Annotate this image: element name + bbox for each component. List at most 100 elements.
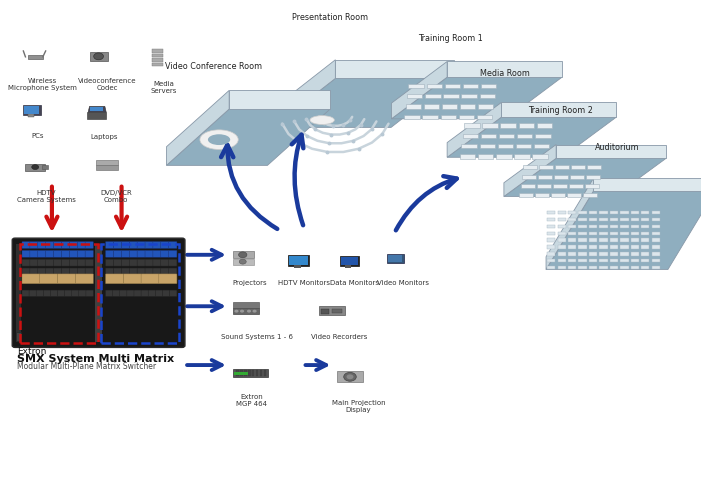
Bar	[252, 370, 254, 376]
Bar	[620, 211, 629, 215]
FancyBboxPatch shape	[53, 268, 62, 275]
Circle shape	[234, 310, 238, 313]
Bar	[264, 370, 266, 376]
Bar	[620, 231, 629, 235]
Bar	[101, 244, 179, 343]
FancyBboxPatch shape	[38, 259, 46, 266]
Bar	[233, 308, 259, 314]
Text: Wireless
Microphone System: Wireless Microphone System	[8, 78, 77, 92]
Polygon shape	[556, 145, 666, 158]
Bar	[557, 231, 566, 235]
FancyBboxPatch shape	[153, 259, 161, 266]
Bar	[651, 218, 660, 221]
Bar	[461, 94, 477, 98]
Bar	[151, 63, 163, 66]
Bar	[240, 370, 243, 376]
FancyBboxPatch shape	[22, 268, 30, 275]
Text: SMX System Multi Matrix: SMX System Multi Matrix	[17, 354, 175, 364]
FancyBboxPatch shape	[77, 259, 86, 266]
Bar	[521, 184, 535, 188]
FancyBboxPatch shape	[129, 259, 137, 266]
Bar	[481, 84, 496, 88]
Bar	[499, 134, 515, 138]
FancyBboxPatch shape	[69, 250, 78, 257]
Bar	[599, 231, 608, 235]
Text: Modular Multi-Plane Matrix Switcher: Modular Multi-Plane Matrix Switcher	[17, 362, 156, 371]
Bar	[568, 259, 576, 263]
Bar	[555, 165, 569, 169]
FancyBboxPatch shape	[46, 250, 54, 257]
Bar	[610, 252, 618, 256]
Text: HDTV
Camera Systems: HDTV Camera Systems	[17, 190, 76, 203]
Bar	[557, 211, 566, 215]
Bar	[458, 115, 474, 119]
Bar	[233, 259, 254, 265]
Bar	[557, 224, 566, 228]
Bar	[423, 115, 437, 119]
Bar	[95, 244, 102, 342]
Bar	[641, 218, 649, 221]
FancyBboxPatch shape	[161, 242, 169, 248]
Bar	[536, 193, 549, 197]
Ellipse shape	[310, 116, 334, 124]
Bar	[259, 370, 262, 376]
Polygon shape	[391, 61, 447, 119]
Bar	[540, 165, 553, 169]
Bar	[547, 252, 555, 256]
Circle shape	[240, 310, 244, 313]
Circle shape	[239, 259, 246, 264]
FancyBboxPatch shape	[141, 274, 159, 284]
FancyBboxPatch shape	[114, 259, 122, 266]
Bar	[478, 104, 494, 109]
Text: Extron
MGP 464: Extron MGP 464	[236, 394, 267, 407]
Bar	[151, 58, 163, 62]
Bar	[547, 224, 555, 228]
Bar	[294, 265, 301, 268]
Bar	[620, 252, 629, 256]
Bar	[641, 266, 649, 270]
FancyBboxPatch shape	[169, 268, 177, 275]
FancyBboxPatch shape	[106, 274, 123, 284]
FancyBboxPatch shape	[12, 238, 185, 347]
FancyBboxPatch shape	[114, 242, 122, 248]
Ellipse shape	[200, 130, 238, 149]
Bar	[290, 256, 308, 265]
Bar	[578, 224, 587, 228]
Bar	[552, 184, 566, 188]
FancyBboxPatch shape	[85, 242, 93, 248]
FancyBboxPatch shape	[145, 242, 154, 248]
FancyBboxPatch shape	[129, 250, 137, 257]
Bar	[536, 134, 550, 138]
Bar	[599, 266, 608, 270]
Polygon shape	[546, 191, 701, 270]
FancyBboxPatch shape	[40, 274, 58, 284]
Circle shape	[247, 310, 251, 313]
FancyBboxPatch shape	[77, 250, 86, 257]
Bar	[96, 160, 118, 165]
Bar	[589, 259, 597, 263]
Bar	[460, 154, 475, 159]
Ellipse shape	[208, 134, 230, 145]
FancyBboxPatch shape	[85, 259, 93, 266]
Bar	[578, 252, 587, 256]
Bar	[589, 266, 597, 270]
FancyBboxPatch shape	[145, 250, 154, 257]
Bar	[589, 238, 597, 242]
Text: Sound Systems 1 - 6: Sound Systems 1 - 6	[221, 334, 293, 340]
FancyBboxPatch shape	[129, 242, 137, 248]
Bar	[631, 259, 639, 263]
Bar	[524, 165, 538, 169]
FancyBboxPatch shape	[169, 250, 177, 257]
Bar	[547, 266, 555, 270]
FancyBboxPatch shape	[106, 259, 114, 266]
FancyBboxPatch shape	[53, 259, 62, 266]
Bar	[151, 49, 163, 53]
FancyBboxPatch shape	[29, 290, 36, 296]
Bar	[477, 115, 492, 119]
FancyBboxPatch shape	[129, 268, 137, 275]
FancyBboxPatch shape	[22, 290, 29, 296]
FancyBboxPatch shape	[30, 268, 38, 275]
Bar	[641, 245, 649, 248]
Bar	[568, 252, 576, 256]
Bar	[244, 370, 247, 376]
